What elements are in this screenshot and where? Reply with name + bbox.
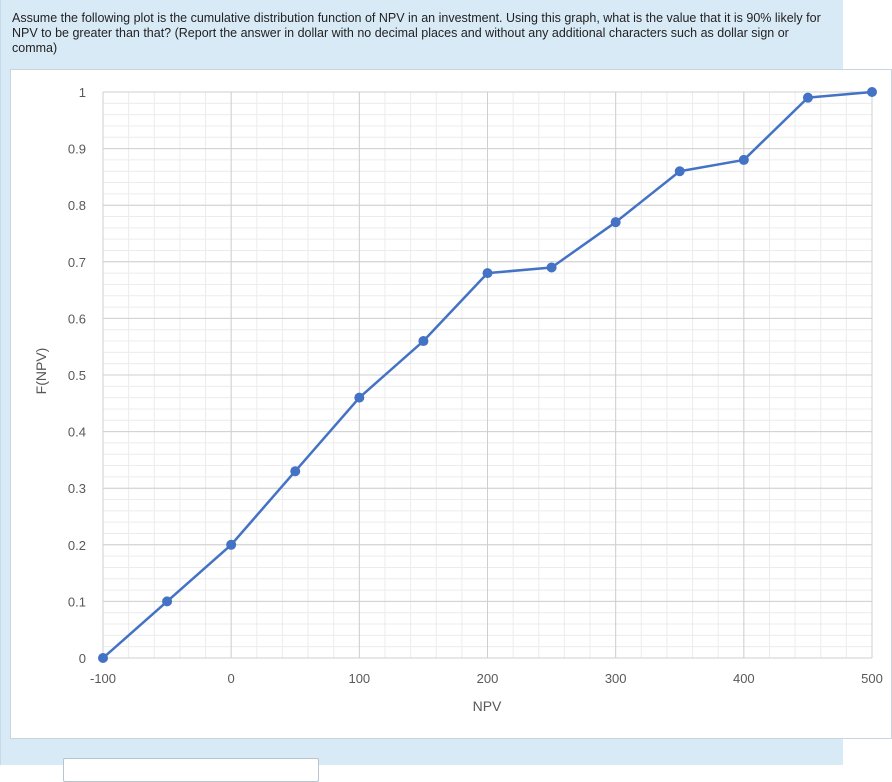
data-point <box>290 466 301 477</box>
data-point <box>867 87 877 97</box>
data-point <box>162 596 173 607</box>
x-axis-label: NPV <box>473 698 502 714</box>
major-gridlines <box>102 91 873 659</box>
y-tick-label: 0 <box>79 651 86 666</box>
x-tick-label: 100 <box>348 671 370 686</box>
data-point <box>738 154 749 165</box>
x-tick-label: -100 <box>90 671 116 686</box>
y-tick-label: 0.6 <box>68 311 86 326</box>
data-point <box>354 392 365 403</box>
data-point <box>546 262 557 273</box>
data-point <box>98 653 108 663</box>
x-tick-label: 300 <box>605 671 627 686</box>
y-tick-label: 0.9 <box>68 142 86 157</box>
series-group <box>98 87 877 663</box>
data-point <box>482 268 493 279</box>
question-text: Assume the following plot is the cumulat… <box>12 11 821 55</box>
axis-tick-labels: -100 0 100 200 300 400 500 0 0.1 0.2 0.3 0.4 0.5 0.6 0… <box>68 85 883 686</box>
x-tick-label: 500 <box>861 671 883 686</box>
data-point <box>802 92 813 103</box>
data-point <box>226 539 237 550</box>
data-point <box>418 336 429 347</box>
data-point <box>610 217 621 228</box>
x-tick-label: 200 <box>477 671 499 686</box>
y-tick-label: 0.7 <box>68 255 86 270</box>
y-tick-label: 0.3 <box>68 481 86 496</box>
data-point <box>674 166 685 177</box>
answer-input[interactable] <box>63 758 319 782</box>
cdf-chart: -100 0 100 200 300 400 500 0 0.1 0.2 0.3 0.4 0.5 0.6 0… <box>33 85 883 714</box>
y-tick-label: 0.2 <box>68 538 86 553</box>
y-tick-label: 0.8 <box>68 198 86 213</box>
y-tick-label: 0.5 <box>68 368 86 383</box>
y-axis-label: F(NPV) <box>33 348 49 395</box>
y-tick-label: 0.1 <box>68 594 86 609</box>
x-tick-label: 400 <box>733 671 755 686</box>
y-tick-label: 1 <box>79 85 86 100</box>
x-tick-label: 0 <box>228 671 235 686</box>
y-tick-label: 0.4 <box>68 425 86 440</box>
cdf-figure: -100 0 100 200 300 400 500 0 0.1 0.2 0.3 0.4 0.5 0.6 0… <box>10 69 892 739</box>
